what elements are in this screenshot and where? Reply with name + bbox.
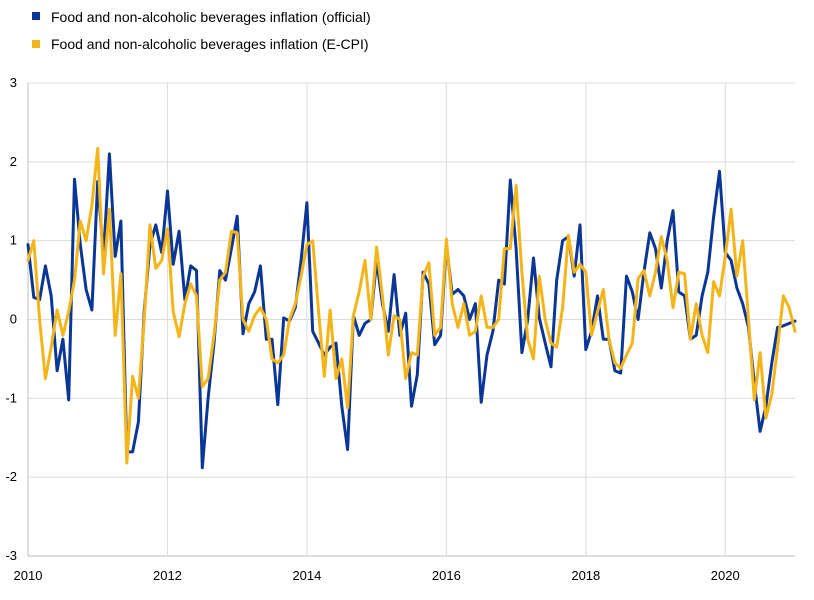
- axes: -3 -2 -1 0 1 2 3 2010 2012 2014 2016 2018 2020: [5, 75, 739, 583]
- series-line-official: [26, 152, 797, 470]
- legend-swatch-official: [32, 12, 40, 20]
- x-tick-label: 2014: [292, 568, 321, 583]
- series: [26, 146, 797, 470]
- legend-item-ecpi: Food and non-alcoholic beverages inflati…: [32, 36, 369, 52]
- legend-swatch-ecpi: [32, 40, 40, 48]
- legend-label-ecpi: Food and non-alcoholic beverages inflati…: [51, 36, 369, 52]
- y-tick-label: 3: [10, 75, 17, 90]
- x-tick-label: 2016: [432, 568, 461, 583]
- x-tick-label: 2020: [711, 568, 740, 583]
- y-tick-label: 2: [10, 154, 17, 169]
- y-tick-label: -2: [5, 469, 17, 484]
- x-tick-label: 2012: [153, 568, 182, 583]
- legend-label-official: Food and non-alcoholic beverages inflati…: [51, 9, 371, 25]
- y-tick-label: -3: [5, 548, 17, 563]
- legend: Food and non-alcoholic beverages inflati…: [32, 9, 371, 52]
- y-tick-label: 1: [10, 233, 17, 248]
- x-tick-label: 2010: [14, 568, 43, 583]
- series-line-ecpi: [26, 146, 797, 465]
- x-tick-label: 2018: [571, 568, 600, 583]
- y-tick-label: -1: [5, 390, 17, 405]
- grid: [28, 82, 795, 557]
- legend-item-official: Food and non-alcoholic beverages inflati…: [32, 9, 371, 25]
- y-tick-label: 0: [10, 312, 17, 327]
